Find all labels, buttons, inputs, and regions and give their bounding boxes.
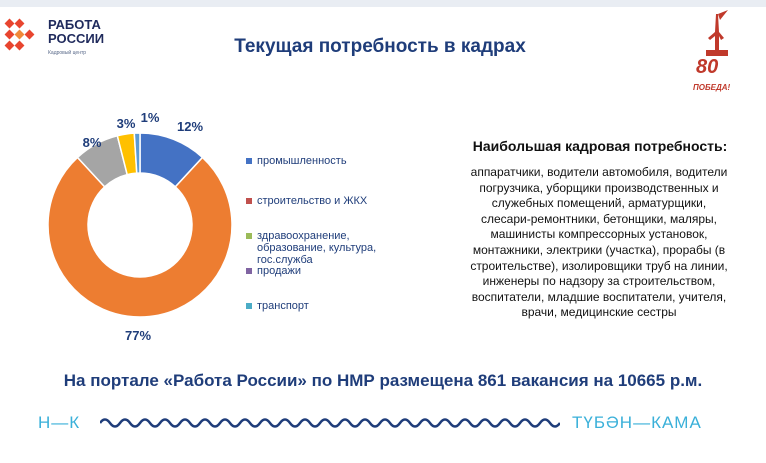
logo-title-line2: РОССИИ xyxy=(48,31,105,46)
legend-label: промышленность xyxy=(257,155,347,167)
legend-label: здравоохранение, образование, культура, … xyxy=(257,230,377,266)
city-name-right: ТҮБӘН—КАМА xyxy=(572,413,702,432)
data-label-3: 8% xyxy=(83,135,102,150)
needs-title: Наибольшая кадровая потребность: xyxy=(472,138,728,154)
slide-title: Текущая потребность в кадрах xyxy=(234,36,526,57)
badge-number: 80 xyxy=(696,56,719,78)
needs-line: воспитатели, младшие воспитатели, учител… xyxy=(471,289,727,304)
needs-line: слесари-ремонтники, бетонщики, маляры, xyxy=(481,211,717,226)
needs-line: монтажники, электрики (участка), прорабы… xyxy=(472,242,726,257)
data-label-5: 1% xyxy=(141,110,160,125)
donut-slice-5 xyxy=(133,132,141,174)
staffing-donut-chart: 12% 77% 8% 3% 1% xyxy=(47,110,233,343)
rabota-rossii-logo: РАБОТА РОССИИ Кадровый центр xyxy=(4,16,134,62)
needs-line: строительстве), изолировщики труб на лин… xyxy=(470,258,728,273)
legend-swatch xyxy=(246,198,252,204)
logo-title-line1: РАБОТА xyxy=(48,17,101,32)
legend-label: строительство и ЖКХ xyxy=(257,195,368,207)
needs-list: аппаратчики, водители автомобиля, водите… xyxy=(436,165,762,321)
legend-swatch xyxy=(246,158,252,164)
needs-line: служебных помещений, арматурщики, xyxy=(491,196,707,211)
needs-line: погрузчика, уборщики производственных и xyxy=(479,180,719,195)
donut-slice-2 xyxy=(47,156,233,318)
legend-swatch xyxy=(246,233,252,239)
data-label-4: 3% xyxy=(117,116,136,131)
data-label-2: 77% xyxy=(125,328,151,343)
river-wave-icon xyxy=(100,418,560,428)
needs-line: врачи, медицинские сестры xyxy=(521,305,677,320)
data-label-1: 12% xyxy=(177,119,203,134)
logo-subtitle: Кадровый центр xyxy=(48,50,87,56)
logo-title: РАБОТА РОССИИ xyxy=(48,18,104,46)
legend-label: продажи xyxy=(257,265,301,277)
needs-line: аппаратчики, водители автомобиля, водите… xyxy=(470,165,728,179)
city-name-left: Н—К xyxy=(38,413,81,432)
vacancy-summary: На портале «Работа России» по НМР размещ… xyxy=(63,371,703,390)
legend-swatch xyxy=(246,268,252,274)
legend-swatch xyxy=(246,303,252,309)
victory-monument-icon xyxy=(706,10,728,56)
needs-line: машинисты компрессорных установок, xyxy=(490,227,708,242)
badge-word: ПОБЕДА! xyxy=(693,83,731,92)
top-bar xyxy=(0,0,766,7)
logo-mark-icon xyxy=(4,18,35,51)
legend-label: транспорт xyxy=(257,300,309,312)
needs-line: инженеры по надзору за строительством, xyxy=(482,274,716,289)
